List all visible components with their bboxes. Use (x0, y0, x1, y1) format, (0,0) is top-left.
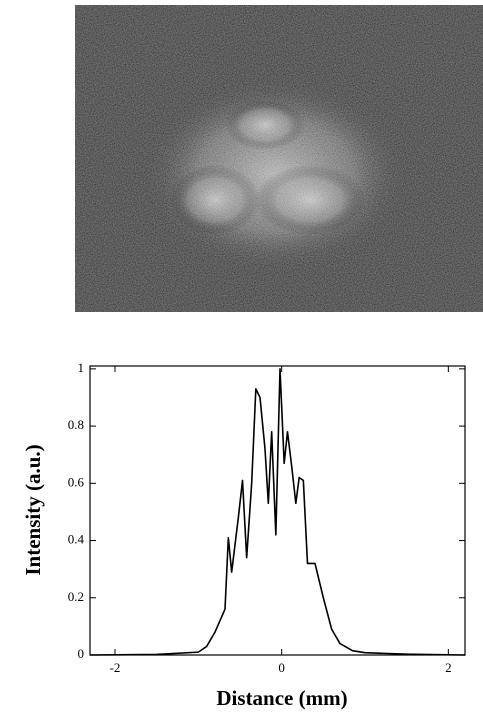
y-tick-label: 0.2 (68, 589, 84, 604)
y-tick-label: 0 (78, 646, 85, 661)
y-axis-title: Intensity (a.u.) (21, 444, 45, 575)
x-tick-label: 0 (278, 660, 285, 675)
data-line (89, 368, 466, 656)
plot-frame (89, 365, 466, 656)
y-tick-label: 0.4 (68, 532, 85, 547)
x-tick-label: 2 (445, 660, 452, 675)
x-axis-title: Distance (mm) (216, 686, 347, 710)
y-tick-label: 1 (78, 360, 85, 375)
y-tick-label: 0.8 (68, 417, 84, 432)
speckle-image (75, 5, 483, 312)
x-tick-label: -2 (110, 660, 121, 675)
y-tick-label: 0.6 (68, 474, 85, 489)
